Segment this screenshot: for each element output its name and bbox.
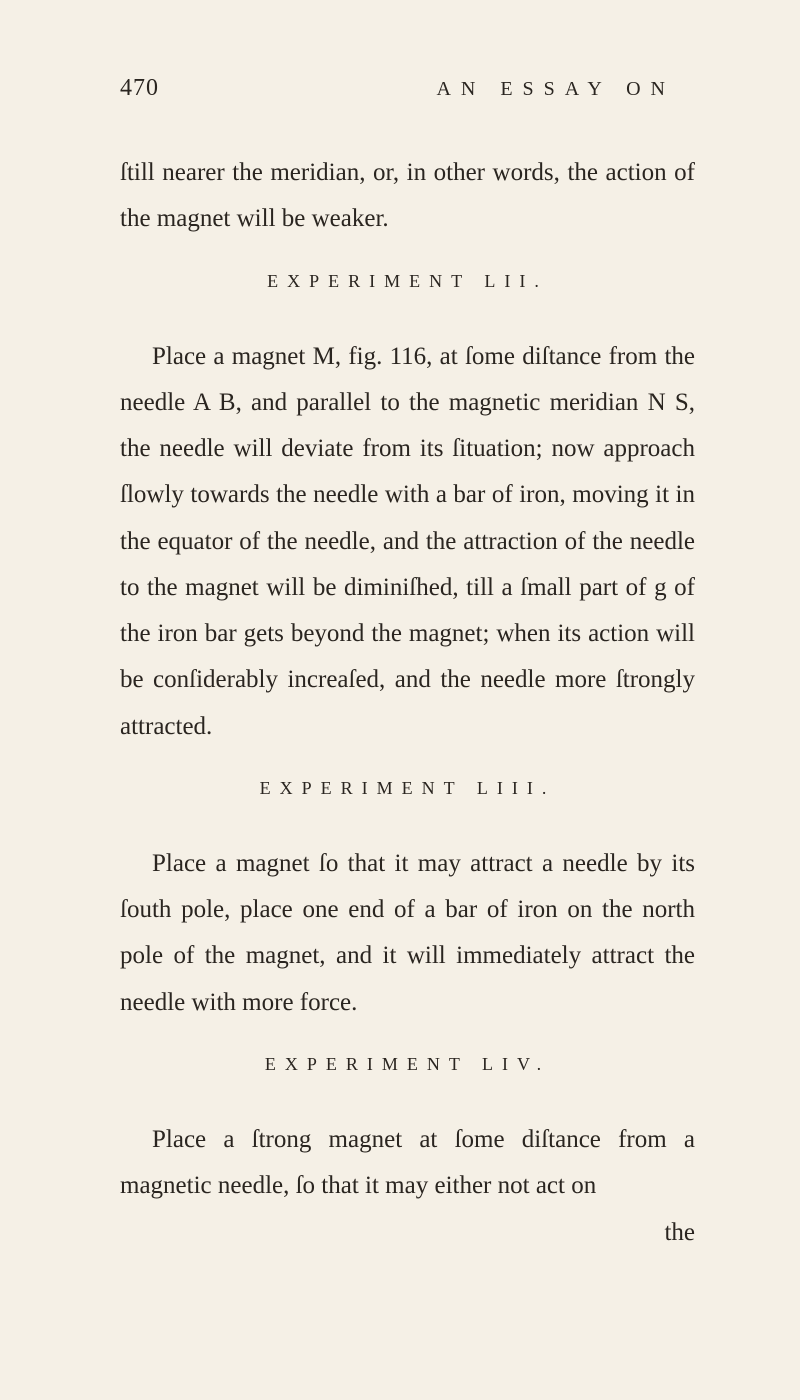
paragraph-continuation: ſtill nearer the meridian, or, in other … [120,150,695,243]
experiment-heading-54: EXPERIMENT LIV. [120,1054,695,1075]
paragraph-exp54: Place a ſtrong magnet at ſome diſtance f… [120,1117,695,1210]
catchword: the [120,1219,695,1247]
running-header: AN ESSAY ON [436,78,675,101]
paragraph-exp53: Place a magnet ſo that it may attract a … [120,841,695,1026]
header-line: 470 AN ESSAY ON [120,75,695,102]
paragraph-exp52: Place a magnet M, fig. 116, at ſome diſt… [120,334,695,750]
page-number: 470 [120,75,159,102]
experiment-heading-53: EXPERIMENT LIII. [120,778,695,799]
experiment-heading-52: EXPERIMENT LII. [120,271,695,292]
